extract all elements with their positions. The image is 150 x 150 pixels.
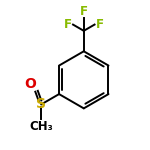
Text: F: F (80, 5, 88, 18)
Text: O: O (24, 76, 36, 91)
Text: CH₃: CH₃ (29, 120, 53, 133)
Text: F: F (64, 18, 72, 31)
Text: F: F (95, 18, 104, 31)
Text: S: S (36, 97, 46, 111)
